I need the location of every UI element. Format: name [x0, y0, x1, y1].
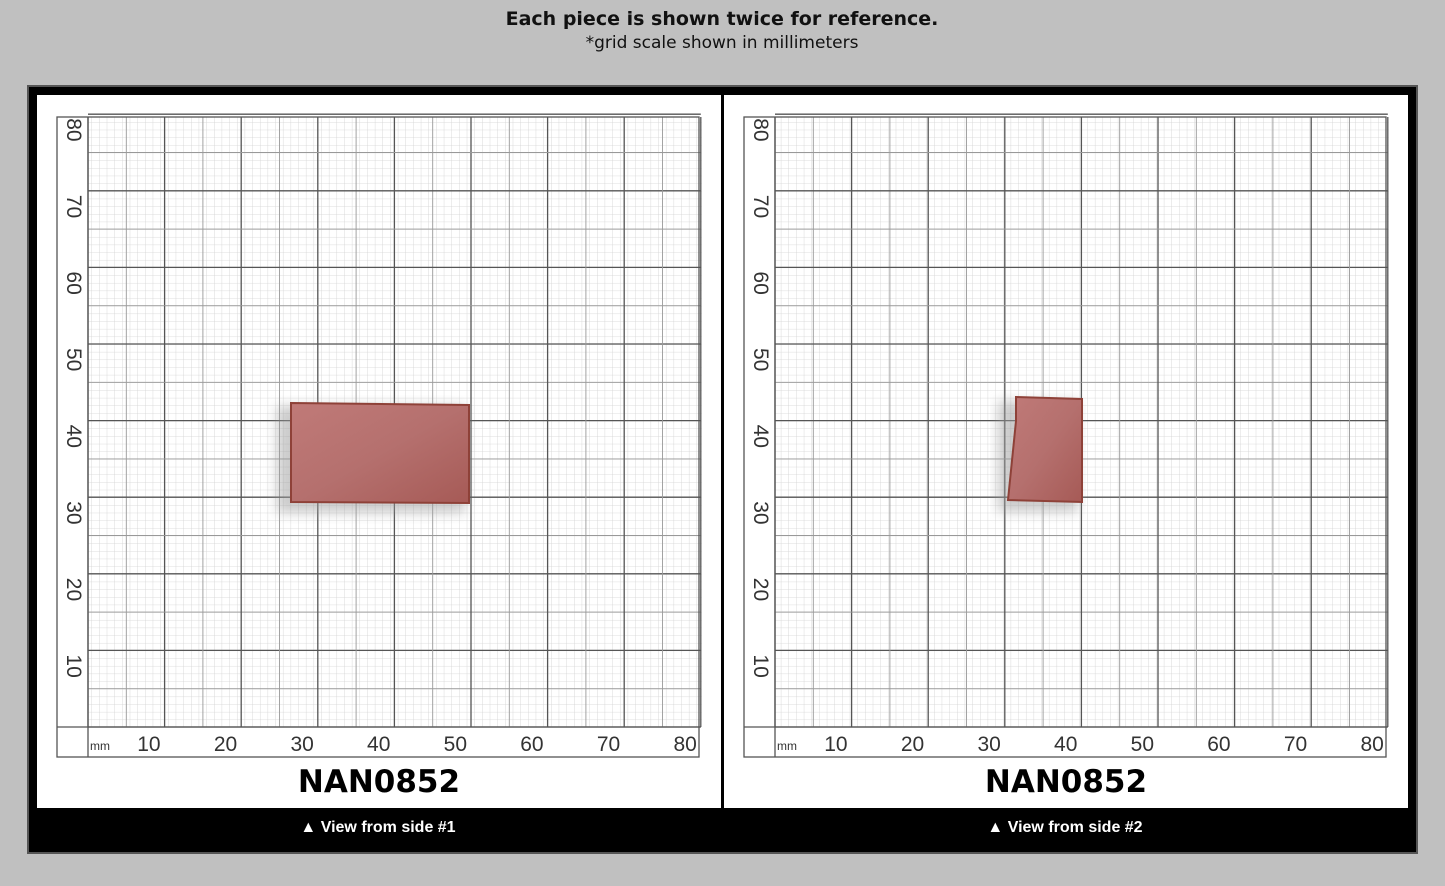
y-scale-label: 80: [62, 118, 85, 141]
y-scale-label: 20: [62, 578, 85, 601]
page-subtitle: *grid scale shown in millimeters: [586, 33, 859, 53]
specimen-label: NAN0852: [985, 764, 1147, 800]
y-scale-label: 40: [62, 425, 85, 448]
specimen: [1006, 395, 1083, 504]
x-scale-label: 20: [901, 733, 924, 756]
y-scale-label: 60: [749, 271, 772, 294]
view-caption: ▲ View from side #2: [987, 819, 1142, 836]
specimen-label: NAN0852: [298, 764, 460, 800]
y-scale-label: 70: [749, 195, 772, 218]
panel: mm 10 20 30 40 50 60 70 80 10 20 30 40 50 60 70 80 NAN085…: [724, 95, 1408, 836]
unit-label: mm: [90, 739, 110, 753]
x-scale-label: 40: [1054, 733, 1077, 756]
x-scale-label: 30: [977, 733, 1000, 756]
x-scale-label: 50: [444, 733, 467, 756]
y-scale-label: 10: [749, 654, 772, 677]
y-scale-label: 10: [62, 654, 85, 677]
x-scale-label: 70: [597, 733, 620, 756]
y-scale-label: 30: [62, 501, 85, 524]
y-scale-label: 60: [62, 271, 85, 294]
x-scale-label: 60: [1207, 733, 1230, 756]
x-scale-label: 30: [290, 733, 313, 756]
grid-border: [743, 116, 1387, 758]
y-scale-label: 20: [749, 578, 772, 601]
x-scale-label: 80: [1360, 733, 1383, 756]
x-scale-label: 70: [1284, 733, 1307, 756]
x-scale-label: 20: [214, 733, 237, 756]
x-scale-label: 50: [1131, 733, 1154, 756]
y-scale-label: 40: [749, 425, 772, 448]
specimen: [290, 401, 470, 505]
x-scale-label: 60: [520, 733, 543, 756]
unit-label: mm: [777, 739, 797, 753]
panel: mm 10 20 30 40 50 60 70 80 10 20 30 40 50 60 70 80 NAN085…: [37, 95, 721, 836]
y-scale-label: 50: [62, 348, 85, 371]
page-title: Each piece is shown twice for reference.: [506, 8, 939, 30]
y-scale-label: 30: [749, 501, 772, 524]
grid-border: [56, 116, 700, 758]
x-scale-label: 80: [673, 733, 696, 756]
y-scale-label: 50: [749, 348, 772, 371]
x-scale-label: 10: [824, 733, 847, 756]
view-caption: ▲ View from side #1: [300, 819, 455, 836]
y-scale-label: 70: [62, 195, 85, 218]
x-scale-label: 10: [137, 733, 160, 756]
y-scale-label: 80: [749, 118, 772, 141]
x-scale-label: 40: [367, 733, 390, 756]
